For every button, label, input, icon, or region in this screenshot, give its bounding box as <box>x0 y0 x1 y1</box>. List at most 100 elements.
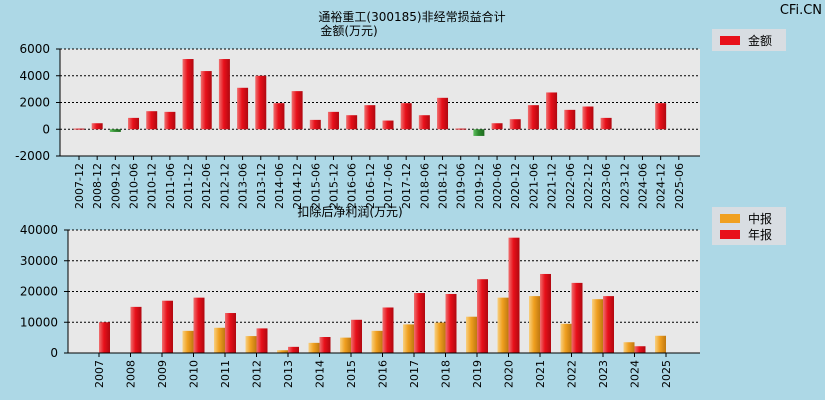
x-tick-label: 2014 <box>314 360 327 388</box>
chart1-subtitle: 金额(万元) <box>320 23 377 38</box>
x-tick-label: 2016 <box>377 360 390 388</box>
x-tick-label: 2015-12 <box>327 163 340 209</box>
x-tick-label: 2018 <box>440 360 453 388</box>
bar-annual <box>571 282 583 353</box>
bar-gain <box>582 106 594 130</box>
bar-gain <box>255 75 267 130</box>
bar-interim <box>182 330 194 353</box>
bar-gain <box>73 128 85 130</box>
bar-annual <box>256 328 268 353</box>
y-tick-label: 2000 <box>19 96 50 110</box>
bar-gain <box>164 111 176 130</box>
x-tick-label: 2022 <box>566 360 579 388</box>
x-tick-label: 2020-12 <box>509 163 522 209</box>
chart2-title: 扣除后净利润(万元) <box>297 204 402 219</box>
x-tick-label: 2010 <box>188 360 201 388</box>
x-tick-label: 2015-06 <box>309 163 322 209</box>
x-tick-label: 2012-12 <box>218 163 231 209</box>
bar-gain <box>418 115 430 130</box>
x-tick-label: 2010-06 <box>128 163 141 209</box>
y-tick-label: 0 <box>42 122 50 136</box>
bar-annual <box>540 273 551 353</box>
bar-interim <box>245 336 257 353</box>
bar-gain <box>437 97 449 130</box>
x-tick-label: 2008 <box>125 360 138 388</box>
bar-annual <box>508 237 520 353</box>
x-tick-label: 2023 <box>597 360 610 388</box>
x-tick-label: 2019-06 <box>455 163 468 209</box>
legend-label: 年报 <box>748 227 772 242</box>
x-tick-label: 2009 <box>156 360 169 388</box>
x-tick-label: 2010-12 <box>146 163 159 209</box>
chart1-legend: 金额 <box>712 29 786 51</box>
bar-annual <box>225 313 236 353</box>
y-tick-label: 6000 <box>19 42 50 56</box>
x-tick-label: 2017 <box>408 360 421 388</box>
bar-annual <box>288 346 299 353</box>
bar-gain <box>91 123 103 130</box>
legend-label: 金额 <box>748 33 772 48</box>
bar-annual <box>99 322 110 353</box>
bar-annual <box>351 319 362 353</box>
x-tick-label: 2011 <box>219 360 232 388</box>
bar-gain <box>455 128 467 130</box>
y-tick-label: 4000 <box>19 69 50 83</box>
bar-gain <box>128 117 140 130</box>
x-tick-label: 2020-06 <box>491 163 504 209</box>
bar-interim <box>340 337 351 353</box>
bar-gain <box>327 111 339 130</box>
watermark: CFi.CN <box>780 3 822 18</box>
y-tick-label: 10000 <box>20 315 58 329</box>
bar-interim <box>308 342 320 353</box>
bar-gain <box>346 115 358 130</box>
bar-interim <box>371 330 383 353</box>
bar-annual <box>445 293 457 353</box>
bar-gain <box>600 117 612 130</box>
bar-gain <box>509 119 521 130</box>
bar-annual <box>193 297 205 353</box>
x-tick-label: 2021 <box>534 360 547 388</box>
bar-gain <box>364 105 376 130</box>
x-tick-label: 2013-06 <box>237 163 250 209</box>
bar-interim <box>466 316 477 353</box>
y-tick-label: 30000 <box>20 254 58 268</box>
bar-gain <box>200 71 212 130</box>
legend-swatch <box>720 36 740 45</box>
x-tick-label: 2018-12 <box>437 163 450 209</box>
bar-gain <box>291 91 303 130</box>
bar-interim <box>277 350 288 353</box>
x-tick-label: 2015 <box>345 360 358 388</box>
bar-gain <box>273 103 285 130</box>
bar-annual <box>634 346 646 353</box>
bar-gain <box>382 120 394 130</box>
x-tick-label: 2024-06 <box>636 163 649 209</box>
bar-gain <box>546 92 558 130</box>
x-tick-label: 2024-12 <box>655 163 668 209</box>
bar-gain <box>309 119 321 130</box>
bar-gain <box>237 87 249 130</box>
bar-annual <box>319 337 331 353</box>
x-tick-label: 2020 <box>503 360 516 388</box>
bar-interim <box>560 323 572 353</box>
bar-annual <box>382 307 394 353</box>
bar-interim <box>655 335 666 353</box>
bar-gain <box>527 105 539 130</box>
x-tick-label: 2007-12 <box>73 163 86 209</box>
x-tick-label: 2025 <box>660 360 673 388</box>
x-tick-label: 2011-12 <box>182 163 195 209</box>
legend-swatch <box>720 214 740 223</box>
x-tick-label: 2021-12 <box>546 163 559 209</box>
x-tick-label: 2024 <box>629 360 642 388</box>
bar-gain <box>564 109 576 130</box>
y-tick-label: 0 <box>50 346 58 360</box>
x-tick-label: 2018-06 <box>418 163 431 209</box>
bar-gain <box>655 103 667 130</box>
bar-annual <box>477 279 488 353</box>
x-tick-label: 2023-06 <box>600 163 613 209</box>
bar-interim <box>214 327 225 353</box>
bar-annual <box>162 300 173 353</box>
bar-annual <box>130 306 142 353</box>
x-tick-label: 2013-12 <box>255 163 268 209</box>
